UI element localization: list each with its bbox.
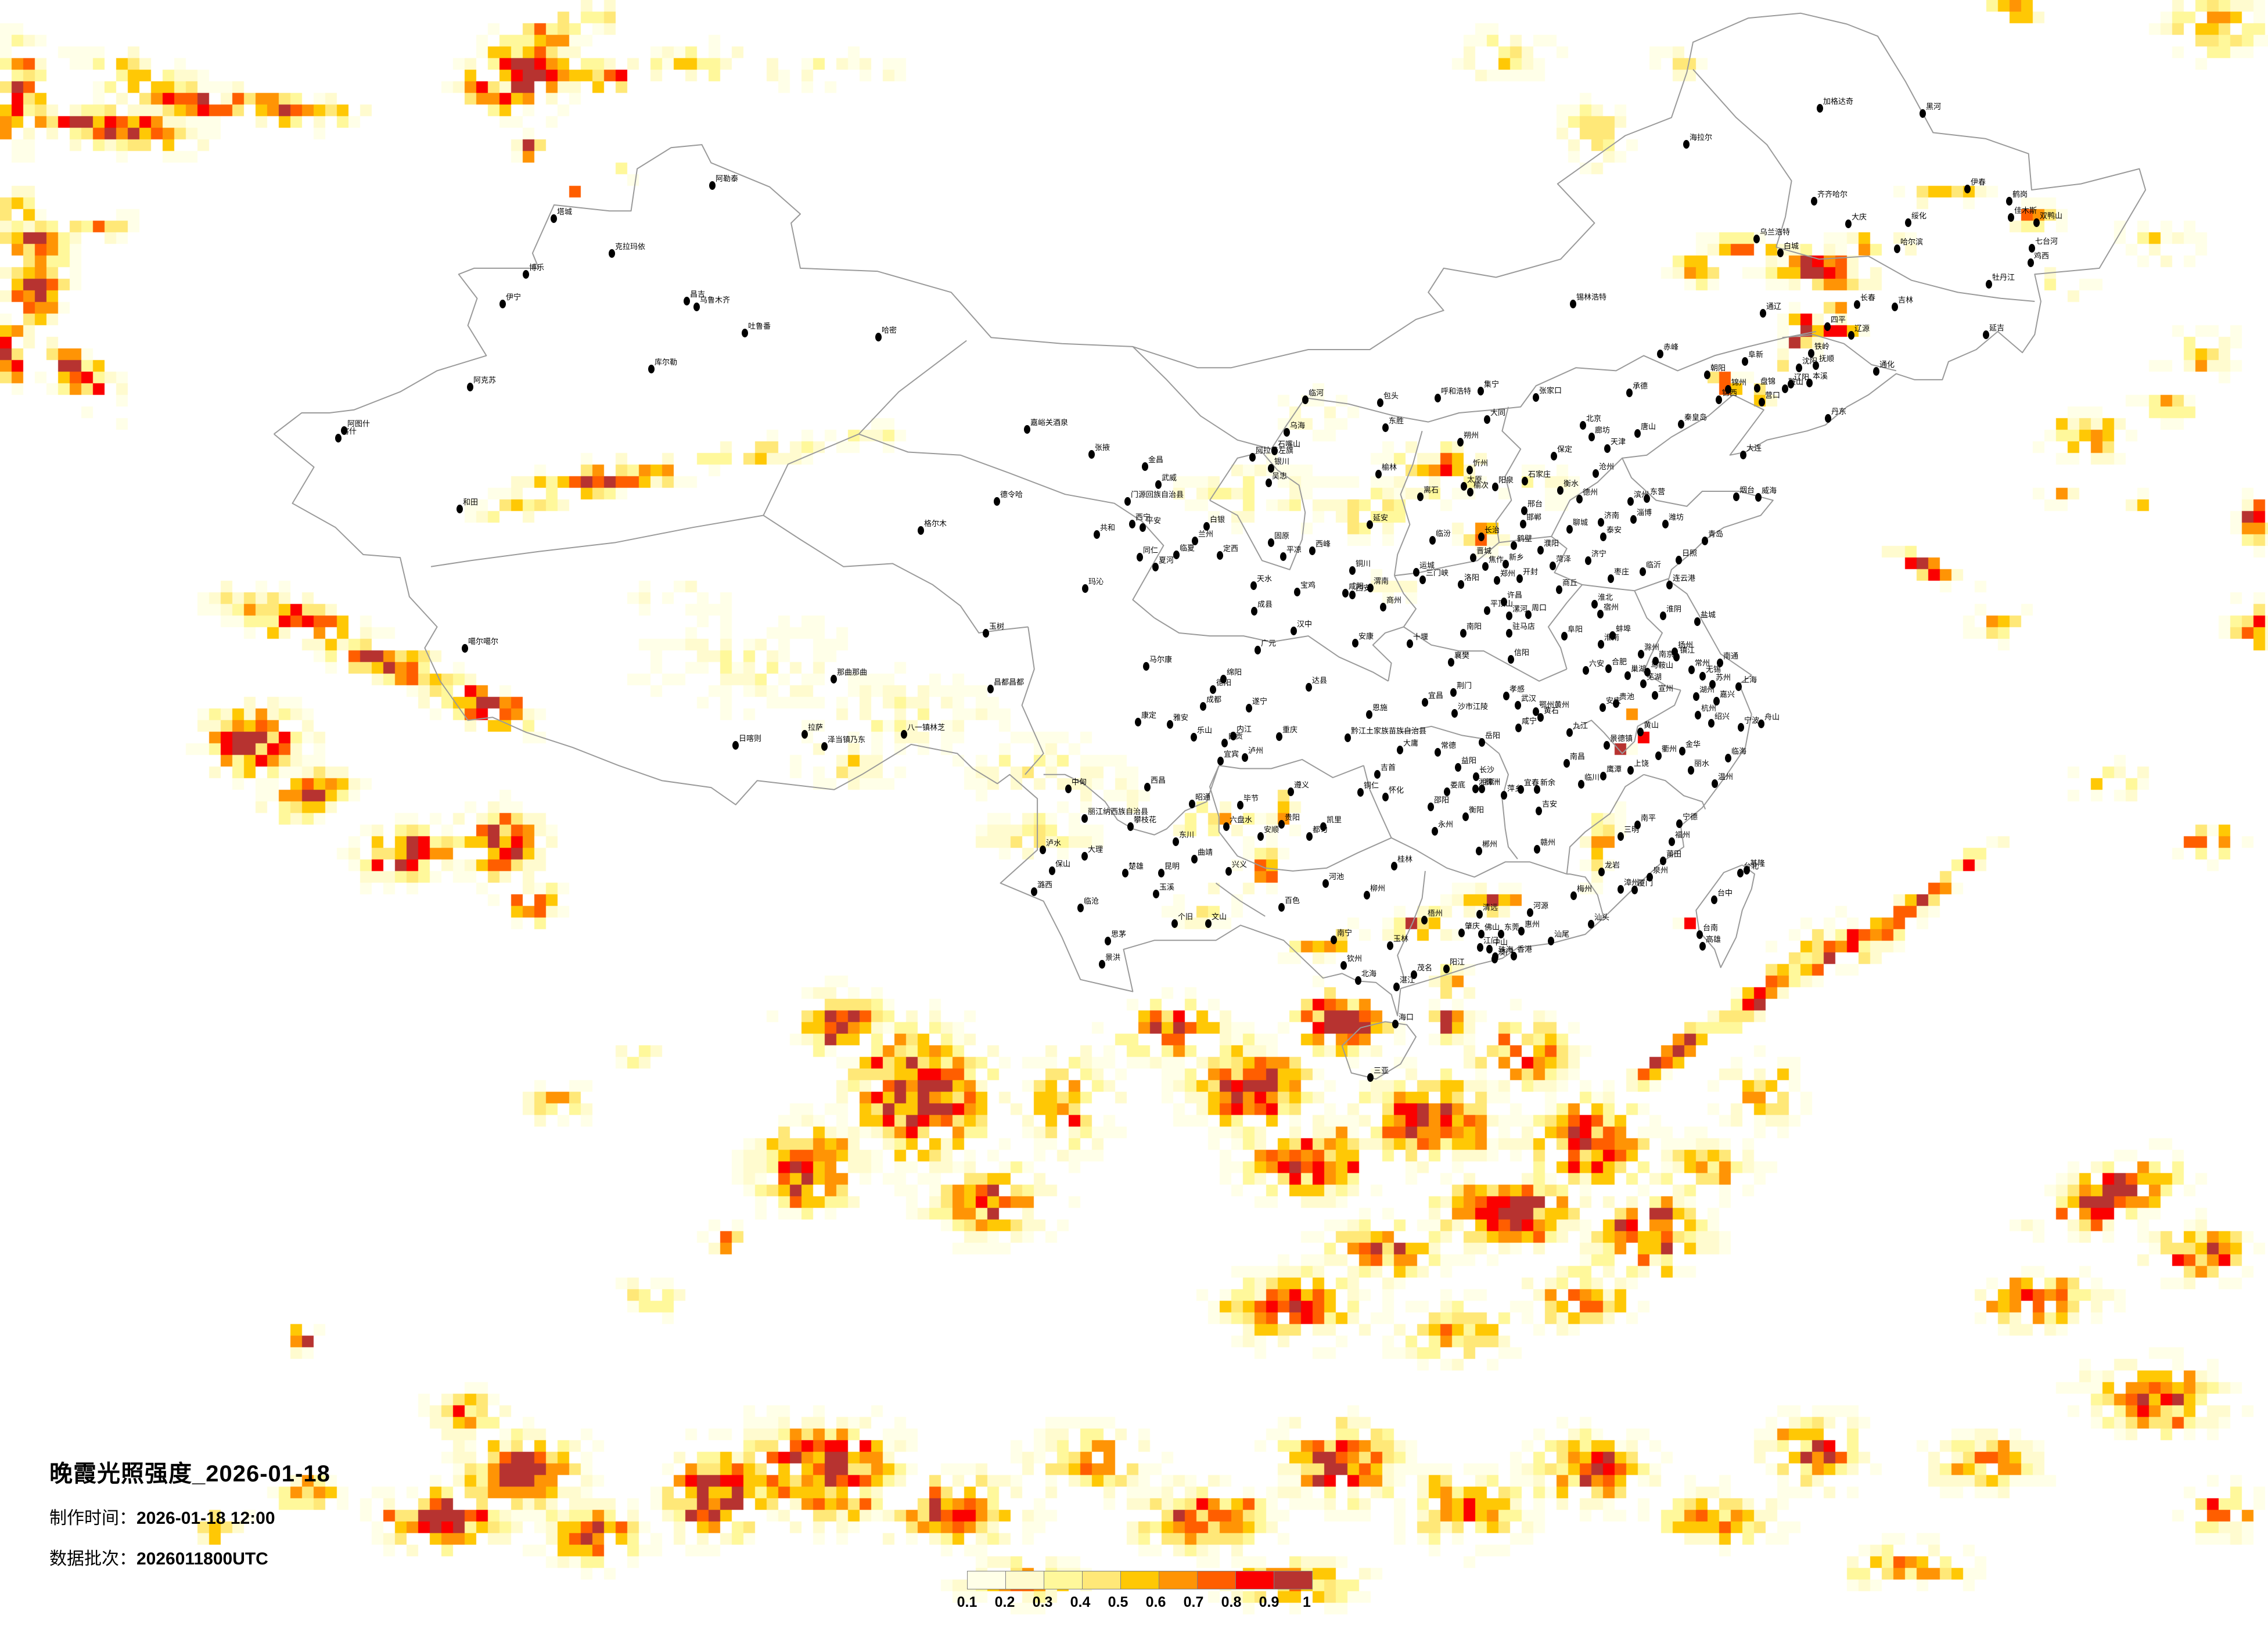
legend-swatch [1121, 1571, 1159, 1589]
legend-tick-label: 0.6 [1145, 1594, 1166, 1610]
produce-time-label: 制作时间： [49, 1509, 136, 1528]
batch-label: 数据批次： [49, 1549, 136, 1569]
legend-tick-label: 0.9 [1259, 1594, 1279, 1610]
color-legend: 0.1 0.2 0.3 0.4 0.5 0.6 0.7 0.8 0.9 1 [957, 1571, 1313, 1611]
legend-tick-label: 0.4 [1070, 1594, 1091, 1610]
batch-value: 2026011800UTC [136, 1549, 268, 1569]
produce-time-value: 2026-01-18 12:00 [136, 1509, 275, 1528]
legend-swatch [1236, 1571, 1274, 1589]
legend-tick-label: 0.3 [1032, 1594, 1053, 1610]
legend-swatch [1044, 1571, 1083, 1589]
map-title: 晚霞光照强度_2026-01-18 [49, 1461, 330, 1487]
legend-color-bar [967, 1571, 1313, 1589]
legend-tick-label: 0.8 [1221, 1594, 1242, 1610]
legend-tick-label: 1 [1303, 1594, 1311, 1610]
legend-tick-label: 0.7 [1183, 1594, 1204, 1610]
batch-line: 数据批次：2026011800UTC [49, 1544, 330, 1570]
legend-tick-label: 0.5 [1108, 1594, 1128, 1610]
legend-tick-label: 0.1 [957, 1594, 977, 1610]
legend-tick-labels: 0.1 0.2 0.3 0.4 0.5 0.6 0.7 0.8 0.9 1 [957, 1594, 1313, 1611]
legend-tick-label: 0.2 [994, 1594, 1015, 1610]
produce-time-line: 制作时间：2026-01-18 12:00 [49, 1503, 330, 1529]
legend-swatch [1083, 1571, 1121, 1589]
legend-swatch [968, 1571, 1006, 1589]
title-block: 晚霞光照强度_2026-01-18 制作时间：2026-01-18 12:00 … [49, 1455, 330, 1570]
legend-swatch [1198, 1571, 1236, 1589]
legend-swatch [1006, 1571, 1044, 1589]
legend-swatch [1274, 1571, 1312, 1589]
legend-swatch [1159, 1571, 1198, 1589]
